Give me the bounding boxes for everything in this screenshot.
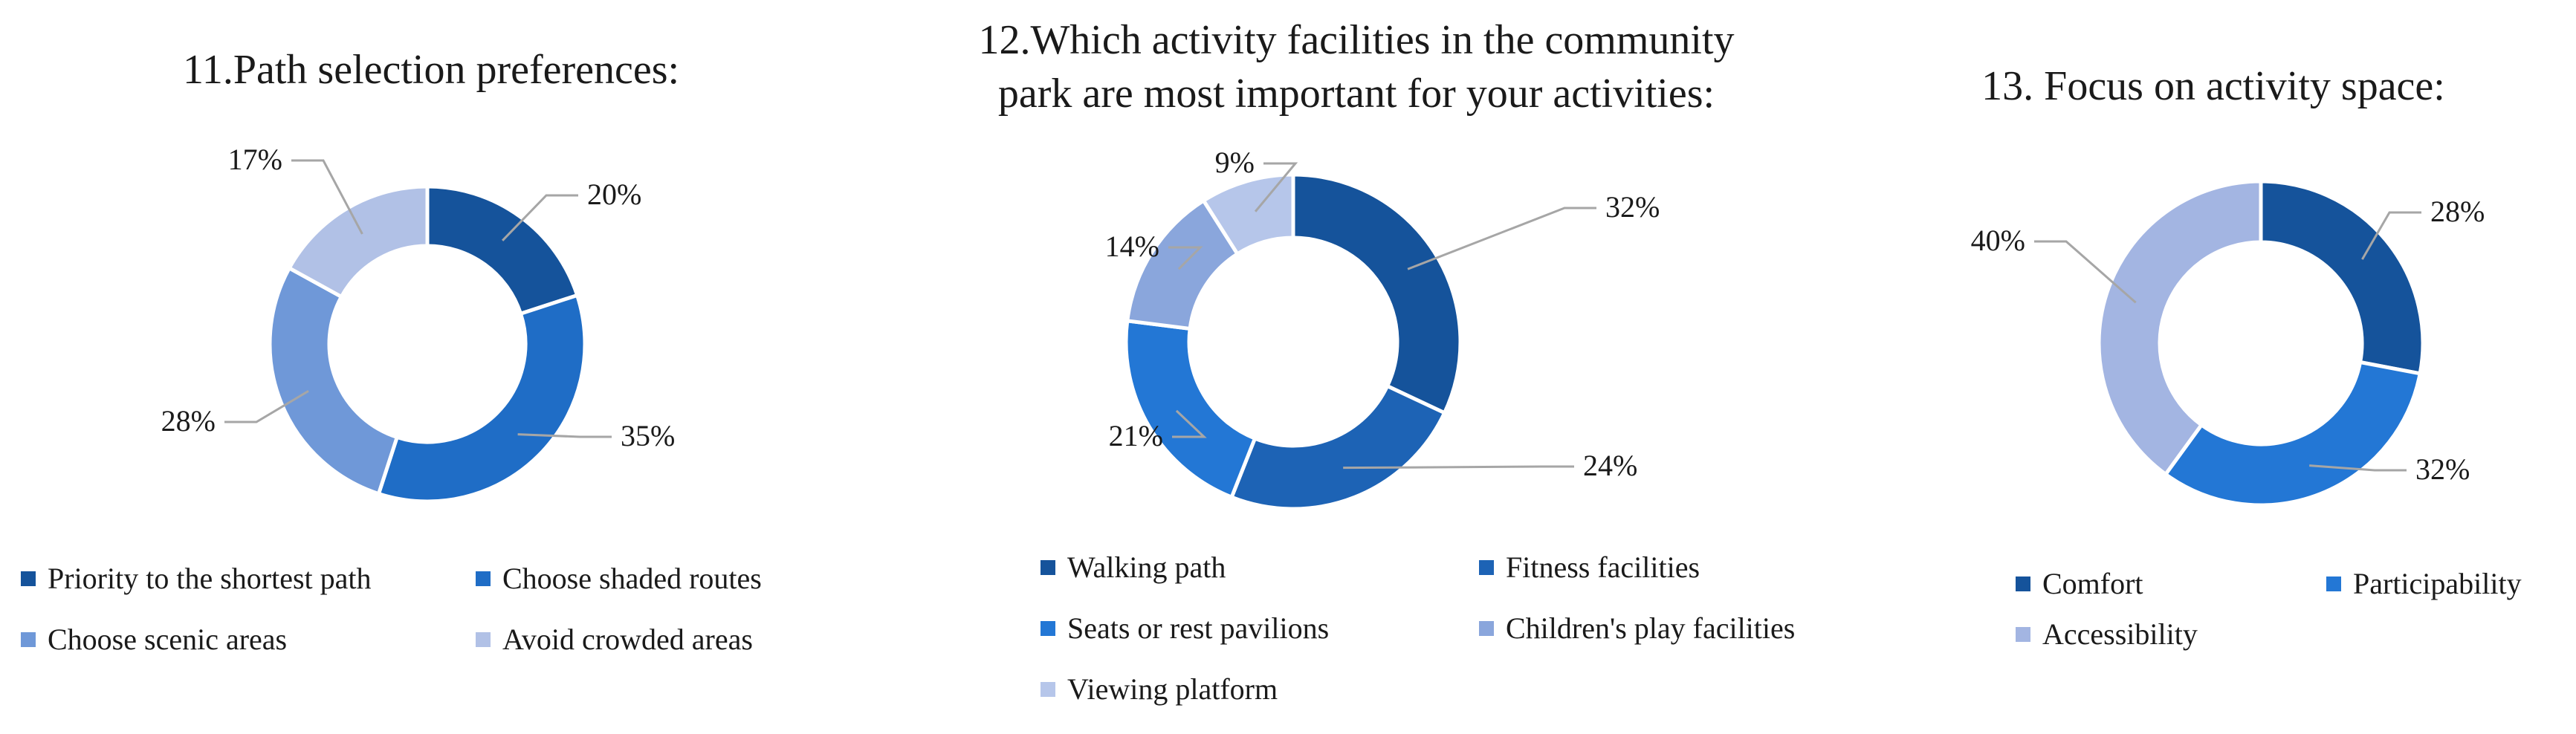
- legend-swatch: [476, 632, 491, 647]
- chart-activity-space: 13. Focus on activity space: 28% 32% 40% C…: [1851, 0, 2576, 734]
- legend-swatch: [476, 571, 491, 586]
- legend-label: Children's play facilities: [1506, 611, 1796, 645]
- leader-line: [1407, 207, 1596, 270]
- legend-swatch: [21, 571, 36, 586]
- legend-label: Choose shaded routes: [502, 562, 762, 595]
- donut-chart: 28% 32% 40%: [1971, 179, 2485, 507]
- legend-label: Participability: [2353, 567, 2522, 600]
- leader-line: [2361, 211, 2421, 260]
- data-label: 40%: [1971, 224, 2025, 257]
- chart-activity-facilities: 12.Which activity facilities in the comm…: [862, 0, 1851, 734]
- data-label: 28%: [2430, 195, 2485, 228]
- legend-item: Fitness facilities: [1479, 550, 1700, 585]
- donut-slice: [376, 293, 587, 504]
- data-label: 32%: [2415, 452, 2470, 486]
- legend-label: Walking path: [1067, 550, 1226, 584]
- data-label: 35%: [621, 419, 675, 452]
- chart-title: 11.Path selection preferences:: [182, 47, 680, 93]
- donut-chart: 20% 35% 28% 17%: [161, 143, 675, 504]
- donut-slice: [1124, 319, 1258, 500]
- data-label: 9%: [1215, 146, 1255, 179]
- legend-swatch: [1041, 682, 1055, 697]
- legend-item: Choose scenic areas: [21, 622, 287, 657]
- leader-line: [1254, 162, 1298, 212]
- legend-swatch: [2016, 627, 2030, 642]
- donut-slice: [268, 265, 400, 496]
- donut-slice: [425, 184, 580, 316]
- legend-label: Choose scenic areas: [48, 623, 288, 656]
- data-label: 32%: [1605, 190, 1660, 224]
- legend-item: Viewing platform: [1041, 672, 1278, 707]
- chart-title: 13. Focus on activity space:: [1981, 63, 2445, 109]
- data-label: 14%: [1105, 230, 1159, 263]
- donut-slice: [1291, 172, 1463, 416]
- legend-item: Participability: [2326, 566, 2522, 602]
- legend-item: Seats or rest pavilions: [1041, 611, 1329, 646]
- legend-label: Priority to the shortest path: [48, 562, 372, 595]
- donut-slice: [2163, 360, 2423, 507]
- legend-item: Choose shaded routes: [476, 561, 762, 597]
- data-label: 24%: [1583, 449, 1637, 482]
- legend-swatch: [1479, 621, 1494, 636]
- leader-line: [291, 159, 363, 235]
- leader-line: [517, 433, 612, 438]
- legend-item: Comfort: [2016, 566, 2143, 602]
- donut-slice: [2259, 179, 2425, 376]
- leader-line: [2034, 240, 2137, 304]
- donut-slice: [286, 184, 430, 299]
- legend-swatch: [1479, 560, 1494, 575]
- chart-title-line-1: 12.Which activity facilities in the comm…: [978, 17, 1735, 63]
- legend-swatch: [1041, 560, 1055, 575]
- chart-title: 12.Which activity facilities in the comm…: [862, 13, 1851, 120]
- legend-label: Viewing platform: [1067, 672, 1278, 706]
- data-label: 20%: [587, 178, 641, 211]
- leader-line: [1172, 409, 1207, 438]
- chart-title-line-2: park are most important for your activit…: [997, 71, 1715, 117]
- data-label: 21%: [1109, 419, 1163, 452]
- data-label: 17%: [228, 143, 282, 176]
- legend-item: Accessibility: [2016, 617, 2198, 652]
- donut-chart: 32% 24% 21% 14% 9%: [1105, 146, 1660, 511]
- legend-swatch: [1041, 621, 1055, 636]
- legend-label: Seats or rest pavilions: [1067, 611, 1330, 645]
- leader-line: [1343, 465, 1574, 470]
- legend-item: Children's play facilities: [1479, 611, 1795, 646]
- legend-item: Priority to the shortest path: [21, 561, 372, 597]
- legend-label: Avoid crowded areas: [502, 623, 753, 656]
- legend-item: Walking path: [1041, 550, 1226, 585]
- legend-swatch: [2326, 577, 2341, 591]
- donut-slice: [2097, 179, 2263, 477]
- legend-swatch: [21, 632, 36, 647]
- data-label: 28%: [161, 404, 216, 438]
- leader-line: [2309, 464, 2407, 472]
- legend-swatch: [2016, 577, 2030, 591]
- legend-item: Avoid crowded areas: [476, 622, 753, 657]
- donut-slice: [1229, 383, 1447, 511]
- leader-line: [502, 194, 578, 241]
- leader-line: [224, 390, 309, 423]
- leader-line: [1168, 246, 1203, 270]
- legend-label: Accessibility: [2042, 617, 2198, 651]
- legend-label: Comfort: [2042, 567, 2143, 600]
- legend-label: Fitness facilities: [1506, 550, 1700, 584]
- chart-path-selection: 11.Path selection preferences: 20% 35% 28%…: [0, 0, 862, 734]
